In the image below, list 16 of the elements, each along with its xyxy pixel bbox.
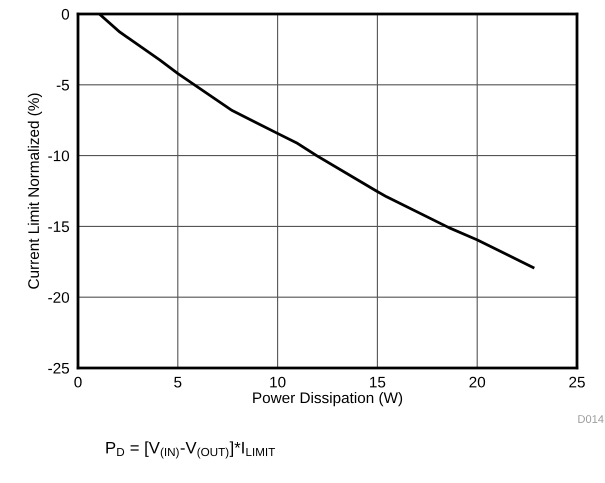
- y-tick-label: 0: [62, 8, 70, 20]
- y-tick-label: -20: [48, 292, 70, 303]
- x-tick-label: 20: [469, 376, 486, 388]
- y-tick-label: -10: [48, 150, 70, 162]
- x-tick-label: 5: [174, 376, 182, 388]
- y-tick-label: -15: [48, 221, 70, 232]
- y-tick-label: -25: [48, 362, 70, 374]
- x-tick-label: 0: [74, 376, 82, 388]
- x-tick-label: 10: [270, 376, 286, 388]
- text: D014: [578, 415, 604, 423]
- x-tick-label: 25: [569, 376, 585, 388]
- text: P$_{D}$ = [V$_{(IN)}$-V$_{(OUT)}$]*I$_{LIMIT}$: [106, 441, 276, 458]
- y-axis-title: Current Limit Normalized (%): [28, 93, 42, 289]
- x-tick-label: 15: [370, 376, 386, 388]
- x-axis-title: Power Dissipation (W): [253, 392, 402, 406]
- y-tick-label: -5: [56, 80, 70, 90]
